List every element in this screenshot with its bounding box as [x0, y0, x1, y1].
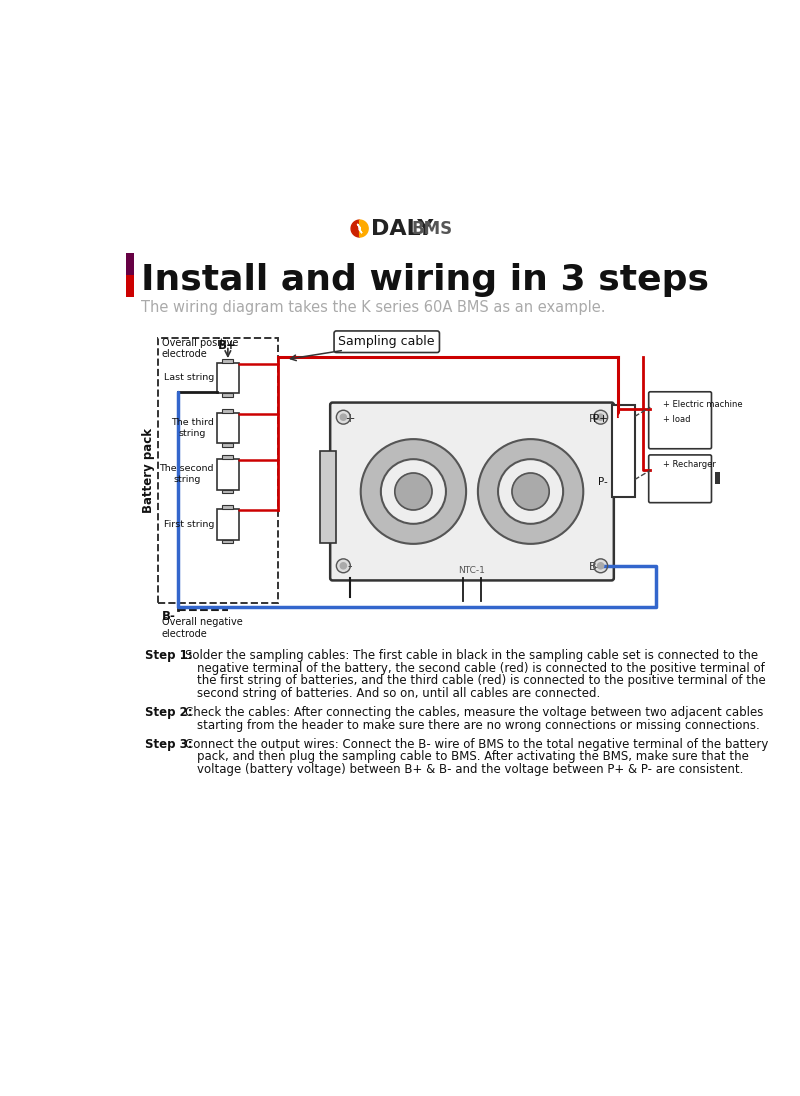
- Circle shape: [395, 473, 432, 510]
- Bar: [714, 472, 722, 484]
- Text: pack, and then plug the sampling cable to BMS. After activating the BMS, make su: pack, and then plug the sampling cable t…: [197, 751, 749, 763]
- Text: Overall positive
electrode: Overall positive electrode: [162, 338, 238, 359]
- Text: + Recharger: + Recharger: [662, 460, 715, 469]
- Text: Last string: Last string: [164, 374, 214, 383]
- Text: P-: P-: [589, 413, 600, 424]
- Text: +: +: [344, 412, 355, 425]
- Bar: [158, 338, 278, 603]
- Bar: [222, 455, 234, 459]
- Circle shape: [340, 562, 346, 569]
- Text: Step 2:: Step 2:: [145, 706, 193, 719]
- Circle shape: [619, 427, 627, 436]
- Text: B+: B+: [218, 339, 237, 352]
- Circle shape: [653, 418, 660, 425]
- FancyBboxPatch shape: [334, 331, 439, 353]
- Text: Step 3:: Step 3:: [145, 738, 193, 751]
- Text: Solder the sampling cables: The first cable in black in the sampling cable set i: Solder the sampling cables: The first ca…: [186, 649, 758, 662]
- Circle shape: [619, 445, 627, 453]
- Bar: [126, 253, 134, 297]
- FancyBboxPatch shape: [649, 455, 711, 503]
- Text: Battery pack: Battery pack: [142, 427, 154, 513]
- Circle shape: [619, 476, 627, 483]
- Text: negative terminal of the battery, the second cable (red) is connected to the pos: negative terminal of the battery, the se…: [197, 662, 765, 675]
- Circle shape: [594, 410, 608, 424]
- Text: The third
string: The third string: [171, 419, 214, 437]
- FancyBboxPatch shape: [330, 402, 614, 581]
- Text: Overall negative
electrode: Overall negative electrode: [162, 617, 242, 639]
- Bar: [222, 505, 234, 509]
- Bar: [222, 444, 234, 447]
- Text: B-: B-: [589, 561, 600, 572]
- Circle shape: [478, 439, 583, 544]
- Text: BMS: BMS: [411, 219, 453, 238]
- Text: Install and wiring in 3 steps: Install and wiring in 3 steps: [141, 263, 709, 297]
- Bar: [722, 475, 726, 477]
- Text: DALY: DALY: [371, 218, 434, 239]
- Circle shape: [619, 412, 627, 420]
- Bar: [217, 412, 238, 444]
- Circle shape: [361, 439, 466, 544]
- Bar: [611, 404, 634, 498]
- Bar: [217, 363, 238, 393]
- Text: voltage (battery voltage) between B+ & B- and the voltage between P+ & P- are co: voltage (battery voltage) between B+ & B…: [197, 763, 743, 776]
- Polygon shape: [351, 220, 360, 237]
- Circle shape: [598, 562, 604, 569]
- Circle shape: [653, 402, 660, 410]
- Bar: [222, 393, 234, 397]
- Text: starting from the header to make sure there are no wrong connections or missing : starting from the header to make sure th…: [197, 719, 760, 732]
- Circle shape: [336, 559, 350, 573]
- Text: the first string of batteries, and the third cable (red) is connected to the pos: the first string of batteries, and the t…: [197, 674, 766, 687]
- Text: NTC-1: NTC-1: [458, 566, 486, 575]
- Bar: [722, 479, 726, 481]
- Bar: [222, 358, 234, 363]
- Text: The second
string: The second string: [159, 465, 214, 483]
- Text: Connect the output wires: Connect the B- wire of BMS to the total negative termi: Connect the output wires: Connect the B-…: [186, 738, 769, 751]
- Bar: [217, 459, 238, 490]
- Text: B-: B-: [162, 610, 176, 624]
- FancyBboxPatch shape: [649, 391, 711, 448]
- Text: + Electric machine: + Electric machine: [662, 400, 742, 409]
- Text: second string of batteries. And so on, until all cables are connected.: second string of batteries. And so on, u…: [197, 687, 600, 700]
- Circle shape: [619, 460, 627, 468]
- Text: P+: P+: [593, 413, 608, 424]
- Text: + load: + load: [662, 415, 690, 424]
- Text: Check the cables: After connecting the cables, measure the voltage between two a: Check the cables: After connecting the c…: [186, 706, 764, 719]
- Text: Step 1:: Step 1:: [145, 649, 193, 662]
- Polygon shape: [358, 224, 362, 233]
- Bar: [222, 409, 234, 412]
- Text: -: -: [347, 560, 352, 573]
- Circle shape: [598, 414, 604, 420]
- Circle shape: [498, 459, 563, 524]
- Circle shape: [381, 459, 446, 524]
- Circle shape: [336, 410, 350, 424]
- Text: P-: P-: [598, 477, 608, 487]
- Bar: [126, 253, 134, 275]
- Text: The wiring diagram takes the K series 60A BMS as an example.: The wiring diagram takes the K series 60…: [141, 299, 606, 315]
- Bar: [320, 452, 336, 544]
- Bar: [222, 490, 234, 493]
- Circle shape: [594, 559, 608, 573]
- Circle shape: [340, 414, 346, 420]
- Circle shape: [653, 463, 660, 470]
- Bar: [217, 509, 238, 539]
- Circle shape: [653, 478, 660, 486]
- Text: Sampling cable: Sampling cable: [338, 335, 435, 349]
- Circle shape: [512, 473, 549, 510]
- Bar: [222, 539, 234, 544]
- Text: First string: First string: [163, 520, 214, 528]
- Polygon shape: [360, 220, 368, 237]
